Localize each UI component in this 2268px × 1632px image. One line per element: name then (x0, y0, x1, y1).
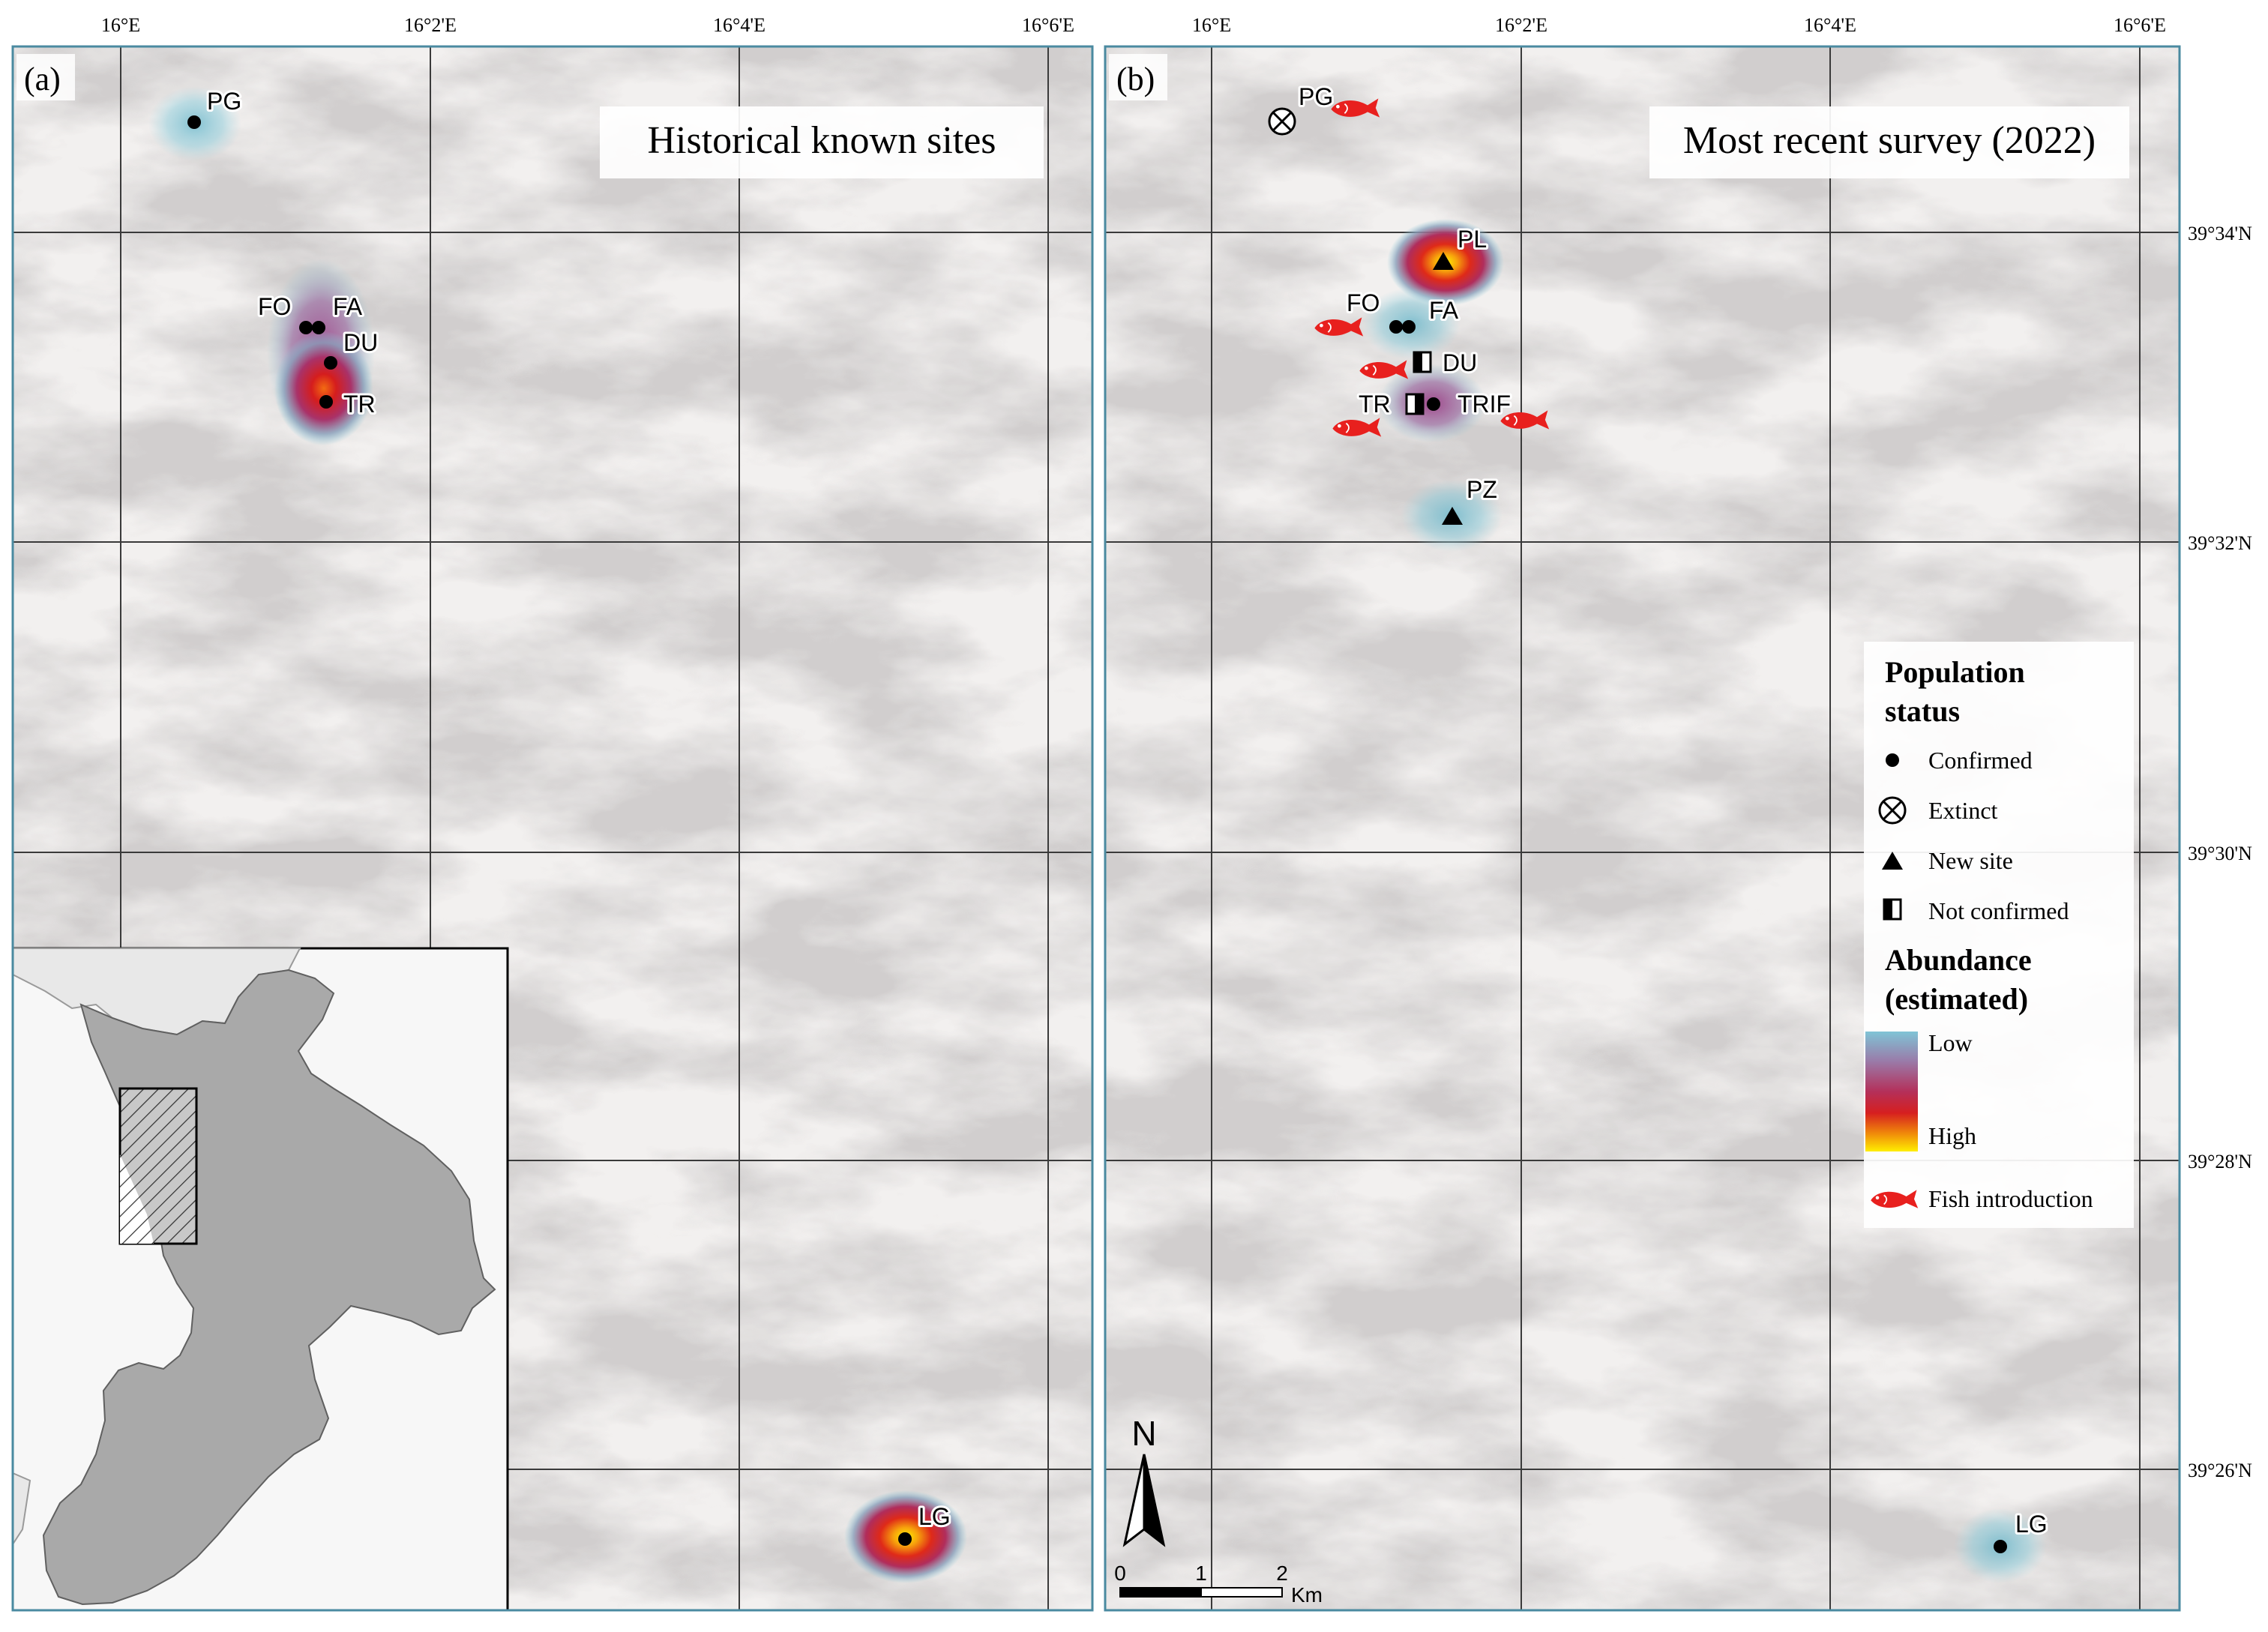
site-label-fo: FO (258, 293, 291, 320)
site-fo-point-b[interactable] (1389, 320, 1403, 334)
site-label-pg-b: PG (1299, 83, 1333, 110)
legend-abundance-title-1: Abundance (1885, 943, 2032, 977)
site-label-fa-b: FA (1429, 297, 1459, 324)
panel-a-graticule (13, 46, 1092, 1610)
panel-a-top-axis: 16°E 16°2'E 16°4'E 16°6'E (101, 14, 1074, 36)
legend-population-title-2: status (1885, 694, 1960, 728)
legend-low-label: Low (1928, 1029, 1973, 1056)
panel-b-title: Most recent survey (2022) (1683, 119, 2096, 162)
site-tr-point[interactable] (319, 395, 333, 409)
site-label-fo-b: FO (1347, 289, 1380, 316)
site-label-lg-b: LG (2015, 1511, 2048, 1538)
site-label-pl: PL (1458, 226, 1487, 253)
panel-b-letter: (b) (1116, 61, 1155, 97)
scale-tick-2: 2 (1276, 1562, 1288, 1585)
axis-a-16-4e: 16°4'E (713, 14, 765, 36)
site-fo-point[interactable] (299, 321, 313, 334)
legend-extinct-icon (1878, 796, 1907, 825)
axis-a-16e: 16°E (101, 14, 140, 36)
legend-new-site-label: New site (1928, 847, 2013, 874)
site-label-tr: TR (343, 391, 376, 418)
legend-abundance-ramp (1865, 1032, 1918, 1151)
site-label-pz: PZ (1467, 476, 1497, 503)
site-pg-point[interactable] (187, 115, 201, 129)
axis-39-30n: 39°30'N (2188, 843, 2252, 864)
north-arrow: N (1122, 1414, 1166, 1547)
panel-a: PG FO FA DU TR LG (a) Historical known s… (11, 45, 1094, 1612)
axis-b-16-6e: 16°6'E (2114, 14, 2166, 36)
legend: Population status Abundance (estimated) … (1864, 642, 2134, 1228)
panel-b-frame (1104, 45, 2181, 1612)
inset-map (11, 947, 509, 1612)
axis-b-16-2e: 16°2'E (1495, 14, 1547, 36)
panel-a-title: Historical known sites (647, 119, 996, 162)
scale-tick-0: 0 (1114, 1562, 1126, 1585)
legend-confirmed-label: Confirmed (1928, 747, 2033, 774)
site-pz-new[interactable] (1442, 507, 1463, 525)
site-label-du: DU (343, 329, 378, 356)
axis-b-16e: 16°E (1192, 14, 1231, 36)
site-label-lg: LG (918, 1503, 951, 1530)
axis-39-26n: 39°26'N (2188, 1460, 2252, 1481)
axis-b-16-4e: 16°4'E (1804, 14, 1856, 36)
axis-a-16-2e: 16°2'E (404, 14, 457, 36)
legend-new-site-icon (1882, 852, 1903, 870)
site-fa-point[interactable] (312, 321, 325, 334)
legend-high-label: High (1928, 1122, 1976, 1149)
site-label-du-b: DU (1443, 349, 1477, 376)
site-pg-extinct[interactable] (1268, 107, 1296, 136)
site-du-point[interactable] (324, 356, 337, 370)
site-label-tr-b: TR (1359, 391, 1391, 418)
axis-39-32n: 39°32'N (2188, 532, 2252, 554)
site-lg-point-b[interactable] (1994, 1540, 2007, 1553)
axis-a-16-6e: 16°6'E (1022, 14, 1074, 36)
panel-a-letter: (a) (24, 61, 61, 97)
axis-39-34n: 39°34'N (2188, 223, 2252, 244)
panel-b: PG PL FO FA DU TR TRIF PZ LG (b) Most re… (1104, 45, 2181, 1612)
panel-b-right-axis: 39°34'N 39°32'N 39°30'N 39°28'N 39°26'N (2188, 223, 2252, 1481)
site-label-fa: FA (333, 293, 363, 320)
legend-population-title-1: Population (1885, 655, 2025, 689)
site-label-trif: TRIF (1458, 391, 1511, 418)
heat-du-tr (274, 331, 373, 445)
site-label-pg: PG (207, 88, 241, 115)
legend-abundance-title-2: (estimated) (1885, 982, 2028, 1016)
axis-39-28n: 39°28'N (2188, 1151, 2252, 1172)
legend-extinct-label: Extinct (1928, 797, 1998, 824)
site-fa-point-b[interactable] (1402, 320, 1416, 334)
site-tr-not-confirmed[interactable] (1405, 393, 1425, 415)
site-lg-point[interactable] (898, 1532, 912, 1546)
scale-bar: 0 1 2 Km (1114, 1562, 1323, 1607)
panel-a-title-box (600, 106, 1044, 178)
scale-unit: Km (1291, 1583, 1323, 1607)
panel-b-top-axis: 16°E 16°2'E 16°4'E 16°6'E (1192, 14, 2166, 36)
legend-not-confirmed-icon (1883, 898, 1902, 921)
scale-tick-1: 1 (1195, 1562, 1207, 1585)
legend-not-confirmed-label: Not confirmed (1928, 897, 2069, 924)
panel-b-title-box (1649, 106, 2129, 178)
legend-confirmed-icon (1886, 753, 1899, 767)
north-label: N (1131, 1414, 1156, 1453)
site-du-not-confirmed[interactable] (1413, 351, 1432, 373)
panel-a-frame (11, 45, 1094, 1612)
site-trif-point[interactable] (1427, 397, 1440, 411)
site-pl-new[interactable] (1433, 252, 1454, 270)
legend-fish-label: Fish introduction (1928, 1185, 2093, 1212)
